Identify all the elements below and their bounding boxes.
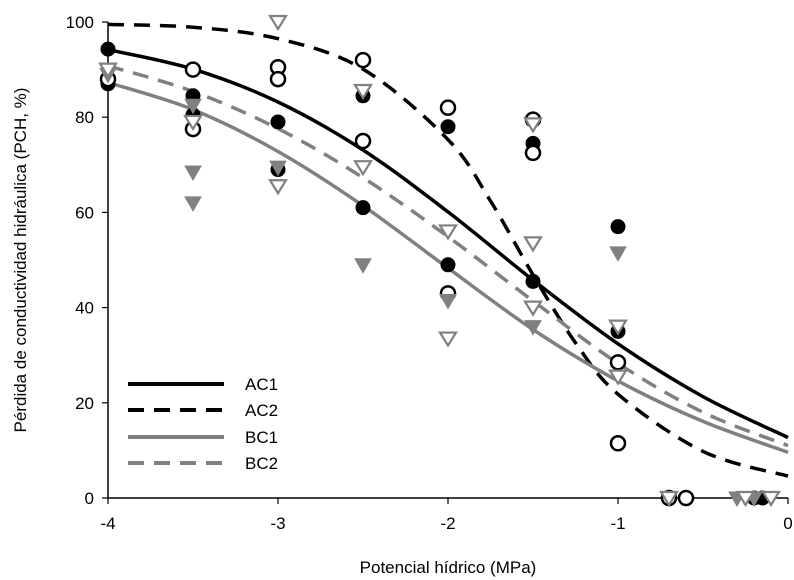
x-axis-label: Potencial hídrico (MPa) — [360, 558, 537, 577]
point-bc2-3 — [268, 179, 288, 196]
point-bc2-1 — [183, 114, 203, 132]
point-bc1-2 — [184, 165, 202, 181]
point-ac2-7 — [439, 99, 457, 116]
point-bc1-4 — [269, 160, 287, 177]
y-tick-label-5: 100 — [66, 13, 94, 32]
point-bc2-11 — [608, 319, 628, 336]
point-ac2-1 — [184, 61, 202, 78]
y-tick-label-4: 80 — [75, 108, 94, 127]
curve-ac2 — [107, 22, 789, 478]
point-bc1-3 — [184, 196, 202, 212]
point-ac1-12 — [610, 219, 626, 235]
point-ac2-10 — [524, 144, 542, 162]
x-tick-label-0: -4 — [100, 514, 115, 533]
point-ac1-9 — [440, 257, 456, 273]
point-bc2-15 — [761, 490, 781, 508]
markers — [98, 14, 781, 508]
point-bc2-7 — [438, 331, 458, 348]
point-ac2-14 — [677, 489, 695, 507]
point-bc2-8 — [523, 117, 543, 134]
legend: AC1 AC2 BC1 BC2 — [128, 375, 278, 473]
point-ac2-12 — [609, 435, 627, 452]
point-ac1-8 — [440, 119, 456, 135]
point-bc1-5 — [354, 258, 372, 274]
point-bc2-2 — [268, 14, 288, 32]
point-ac1-0 — [100, 41, 116, 57]
y-tick-label-0: 0 — [85, 489, 94, 508]
x-tick-label-3: -1 — [610, 514, 625, 533]
y-tick-label-3: 60 — [75, 203, 94, 222]
x-tick-label-2: -2 — [440, 514, 455, 533]
x-tick-label-1: -3 — [270, 514, 285, 533]
point-bc2-14 — [735, 490, 756, 508]
point-bc1-6 — [439, 293, 457, 310]
point-bc1-1 — [184, 98, 202, 115]
legend-label-bc2: BC2 — [245, 454, 278, 473]
point-ac1-4 — [270, 114, 286, 130]
ticks: -4 -3 -2 -1 0 0 20 40 60 80 100 — [66, 13, 793, 533]
x-tick-label-4: 0 — [783, 514, 792, 533]
point-bc1-8 — [609, 246, 627, 262]
point-bc2-6 — [438, 224, 458, 241]
point-ac2-6 — [354, 132, 372, 150]
point-bc2-0 — [98, 62, 118, 79]
point-ac2-4 — [269, 70, 287, 88]
y-tick-label-2: 40 — [75, 299, 94, 318]
point-ac1-11 — [525, 273, 541, 289]
point-ac2-11 — [609, 354, 627, 371]
point-bc2-9 — [523, 236, 543, 253]
y-tick-label-1: 20 — [75, 394, 94, 413]
point-bc2-13 — [659, 490, 679, 508]
point-bc2-12 — [608, 369, 628, 386]
plot-area: -4 -3 -2 -1 0 0 20 40 60 80 100 — [66, 13, 793, 533]
legend-label-bc1: BC1 — [245, 428, 278, 447]
legend-label-ac1: AC1 — [245, 375, 278, 394]
curve-bc2 — [107, 64, 789, 448]
point-ac1-7 — [355, 200, 371, 216]
point-ac2-5 — [354, 51, 372, 69]
point-bc2-10 — [523, 300, 543, 317]
y-axis-label: Pérdida de conductividad hidráulica (PCH… — [11, 88, 30, 433]
point-bc2-5 — [353, 160, 373, 177]
point-bc2-4 — [353, 83, 373, 101]
curve-ac1 — [107, 47, 789, 440]
point-bc1-7 — [524, 320, 542, 336]
legend-label-ac2: AC2 — [245, 401, 278, 420]
